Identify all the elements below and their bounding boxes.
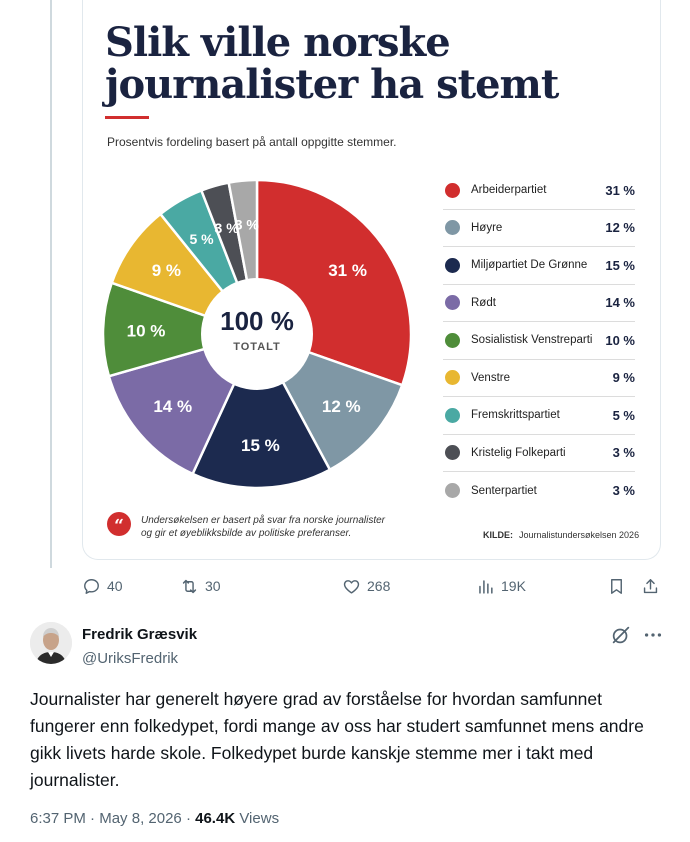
legend-value: 15 % (605, 257, 635, 273)
pie-chart: 31 % 12 % 15 % 14 % 10 % 9 % 5 % 3 % 3 % 100 % T… (93, 158, 433, 498)
author-handle[interactable]: @UriksFredrik (82, 650, 179, 667)
share-icon (643, 578, 658, 593)
legend-row-4: Sosialistisk Venstreparti 10 % (443, 322, 635, 360)
bookmark-button[interactable] (607, 574, 632, 598)
legend-swatch (445, 182, 460, 198)
tweet-image-card[interactable]: Slik ville norske journalister ha stemt … (82, 0, 661, 560)
tweet-views-label: Views (239, 810, 280, 827)
like-count: 268 (367, 578, 391, 594)
repost-icon (182, 579, 197, 593)
pie-slice-label-4: 10 % (127, 322, 166, 341)
legend-value: 12 % (605, 220, 635, 236)
source-value: Journalistundersøkelsen 2026 (519, 530, 640, 540)
legend-row-5: Venstre 9 % (443, 360, 635, 397)
legend-row-2: Miljøpartiet De Grønne 15 % (443, 247, 635, 285)
pie-slice-label-8: 3 % (235, 216, 260, 232)
footnote-line-1: Undersøkelsen er basert på svar fra nors… (141, 515, 385, 526)
meta-separator: · (90, 810, 96, 827)
title-rule (105, 116, 149, 119)
pie-slice-2 (190, 331, 332, 490)
legend-label: Høyre (471, 221, 503, 234)
repost-count: 30 (205, 578, 221, 594)
bookmark-icon (611, 578, 622, 594)
legend-swatch (445, 483, 460, 499)
legend-label: Senterpartiet (471, 484, 537, 497)
infographic-subtitle: Prosentvis fordeling basert på antall op… (107, 135, 397, 149)
share-button[interactable] (641, 574, 666, 598)
tweet-actions: 40 30 268 19K (80, 574, 666, 598)
reply-button[interactable]: 40 (82, 574, 123, 598)
source: KILDE: Journalistundersøkelsen 2026 (483, 530, 639, 540)
pie-slice-label-3: 14 % (153, 397, 192, 416)
footnote-line-2: og gir et øyeblikksbilde av politiske pr… (141, 528, 352, 539)
legend-row-7: Kristelig Folkeparti 3 % (443, 435, 635, 472)
legend-value: 3 % (612, 483, 635, 499)
legend-value: 5 % (612, 407, 635, 423)
pie-slice-label-6: 5 % (189, 231, 214, 247)
legend-swatch (445, 370, 460, 386)
legend-row-8: Senterpartiet 3 % (443, 472, 635, 510)
tweet-author: Fredrik Græsvik @UriksFredrik (30, 618, 670, 672)
pie-center-hole (201, 278, 313, 390)
legend-label: Miljøpartiet De Grønne (471, 259, 588, 272)
pie-chart-svg: 31 %12 %15 %14 %10 %9 %5 %3 %3 % 100 % T… (101, 178, 413, 490)
footnote: Undersøkelsen er basert på svar fra nors… (141, 514, 411, 540)
legend-label: Venstre (471, 371, 510, 384)
tweet-views-count: 46.4K (195, 810, 236, 827)
pie-slice-4 (101, 281, 262, 378)
legend-value: 10 % (605, 332, 635, 348)
chart-legend: Arbeiderpartiet 31 % Høyre 12 % Miljøpartiet… (443, 172, 635, 510)
reply-icon (84, 578, 99, 594)
title-line-2: journalister ha stemt (105, 61, 559, 108)
legend-value: 9 % (612, 370, 635, 386)
views-count: 19K (501, 578, 526, 594)
tweet-time[interactable]: 6:37 PM (30, 810, 86, 827)
meta-separator: · (185, 810, 191, 827)
legend-value: 3 % (612, 445, 635, 461)
tweet-date[interactable]: May 8, 2026 (99, 810, 182, 827)
legend-label: Arbeiderpartiet (471, 184, 547, 197)
pie-slice-label-5: 9 % (152, 261, 181, 280)
views-button[interactable]: 19K (476, 574, 526, 598)
legend-swatch (445, 257, 460, 273)
legend-row-6: Fremskrittspartiet 5 % (443, 397, 635, 435)
legend-swatch (445, 332, 460, 348)
legend-label: Fremskrittspartiet (471, 409, 560, 422)
pie-slice-label-7: 3 % (215, 220, 240, 236)
pie-slice-label-1: 12 % (322, 397, 361, 416)
avatar[interactable] (30, 622, 72, 664)
infographic-title: Slik ville norske journalister ha stemt (105, 22, 645, 106)
quote-icon: “ (107, 512, 131, 536)
pie-slice-label-2: 15 % (241, 436, 280, 455)
tweet-meta: 6:37 PM · May 8, 2026 · 46.4K Views (30, 810, 279, 827)
legend-row-1: Høyre 12 % (443, 210, 635, 247)
thread-line (50, 0, 52, 568)
grok-icon[interactable] (610, 624, 632, 646)
legend-value: 14 % (605, 295, 635, 311)
reply-count: 40 (107, 578, 123, 594)
legend-swatch (445, 220, 460, 236)
repost-button[interactable]: 30 (180, 574, 221, 598)
source-label: KILDE: (483, 530, 513, 540)
legend-swatch (445, 295, 460, 311)
legend-row-3: Rødt 14 % (443, 285, 635, 322)
more-options-icon[interactable] (642, 624, 664, 646)
like-button[interactable]: 268 (342, 574, 390, 598)
legend-row-0: Arbeiderpartiet 31 % (443, 172, 635, 210)
pie-center-label: TOTALT (233, 341, 281, 353)
tweet-text: Journalister har generelt høyere grad av… (30, 689, 644, 790)
analytics-icon (479, 579, 493, 594)
legend-swatch (445, 445, 460, 461)
pie-center-value: 100 % (220, 306, 294, 336)
legend-label: Rødt (471, 296, 496, 309)
legend-value: 31 % (605, 182, 635, 198)
avatar-portrait-icon (30, 622, 72, 664)
title-line-1: Slik ville norske (105, 19, 451, 66)
legend-swatch (445, 407, 460, 423)
pie-slice-label-0: 31 % (328, 261, 367, 280)
legend-label: Kristelig Folkeparti (471, 446, 566, 459)
legend-label: Sosialistisk Venstreparti (471, 334, 593, 347)
author-name[interactable]: Fredrik Græsvik (82, 626, 198, 643)
heart-icon (343, 579, 360, 594)
